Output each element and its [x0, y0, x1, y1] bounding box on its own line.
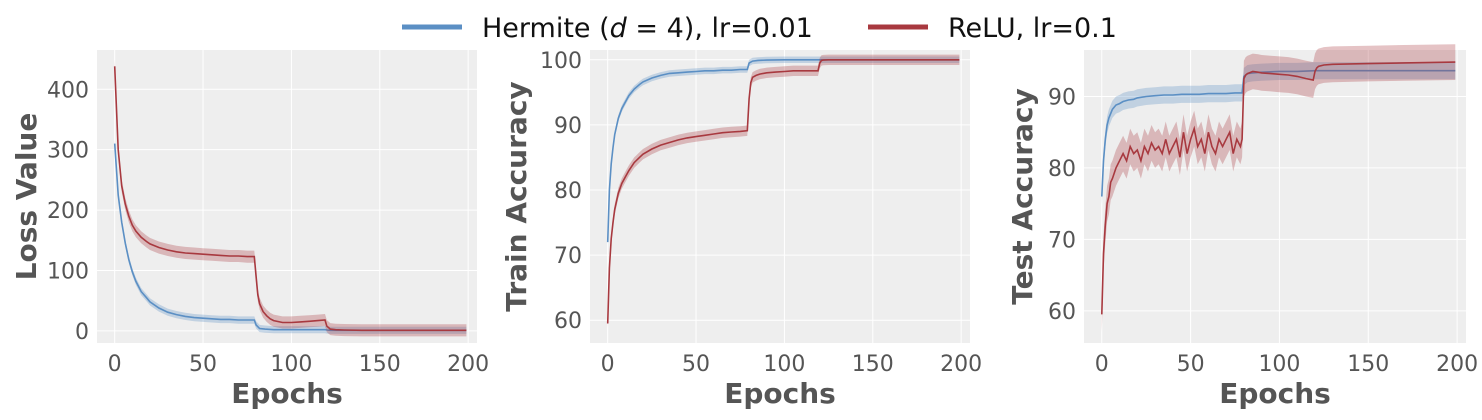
y-tick-label: 100 — [540, 49, 582, 74]
x-tick-label: 150 — [1347, 352, 1389, 377]
y-tick-label: 80 — [554, 179, 582, 204]
x-tick-label: 200 — [940, 352, 982, 377]
series-line-relu — [606, 58, 960, 324]
loss-chart-panel: 0 50 100 150 200 0 100 200 300 400 Epochs Loss Valu… — [10, 50, 489, 410]
x-tick-label: 50 — [682, 352, 710, 377]
y-tick-label: 80 — [1048, 157, 1076, 182]
y-axis-title: Train Accuracy — [500, 81, 533, 311]
series-band-hermite — [1101, 62, 1456, 206]
x-tick-label: 50 — [189, 352, 217, 377]
plot-area — [1084, 50, 1466, 343]
x-tick-label: 0 — [108, 352, 122, 377]
y-tick-label: 0 — [75, 320, 89, 345]
x-tick-label: 100 — [1258, 352, 1300, 377]
x-tick-label: 150 — [359, 352, 401, 377]
legend-label-hermite: Hermite (d = 4), lr=0.01 — [482, 13, 813, 44]
y-tick-label: 70 — [1048, 228, 1076, 253]
x-tick-label: 0 — [601, 352, 615, 377]
y-tick-label: 70 — [554, 244, 582, 269]
y-axis-title: Loss Value — [10, 113, 43, 281]
y-tick-label: 100 — [47, 260, 89, 285]
legend-label-relu: ReLU, lr=0.1 — [948, 13, 1117, 44]
y-tick-label: 60 — [1048, 300, 1076, 325]
x-axis-title: Epochs — [1219, 377, 1331, 410]
x-axis-title: Epochs — [724, 377, 836, 410]
y-tick-label: 90 — [554, 114, 582, 139]
x-tick-label: 200 — [1436, 352, 1478, 377]
series-line-relu — [1101, 61, 1456, 315]
legend: Hermite (d = 4), lr=0.01 ReLU, lr=0.1 — [402, 13, 1117, 44]
y-tick-label: 300 — [47, 139, 89, 164]
series-line-relu — [113, 66, 467, 332]
x-axis-title: Epochs — [231, 377, 343, 410]
x-tick-label: 100 — [763, 352, 805, 377]
x-tick-label: 0 — [1095, 352, 1109, 377]
y-tick-label: 400 — [47, 78, 89, 103]
x-tick-label: 200 — [447, 352, 489, 377]
test-accuracy-chart-panel: 0 50 100 150 200 60 70 80 90 Epochs Test Accuracy — [1006, 44, 1478, 410]
series-line-hermite — [1101, 69, 1456, 197]
x-tick-label: 50 — [1177, 352, 1205, 377]
y-tick-label: 60 — [554, 309, 582, 334]
x-tick-label: 150 — [852, 352, 894, 377]
y-tick-label: 200 — [47, 199, 89, 224]
series-line-hermite — [606, 58, 960, 243]
y-axis-title: Test Accuracy — [1006, 88, 1039, 305]
series-band-relu — [1101, 44, 1456, 333]
y-tick-label: 90 — [1048, 85, 1076, 110]
x-tick-label: 100 — [270, 352, 312, 377]
plot-area — [590, 50, 970, 343]
plot-area — [97, 50, 477, 343]
